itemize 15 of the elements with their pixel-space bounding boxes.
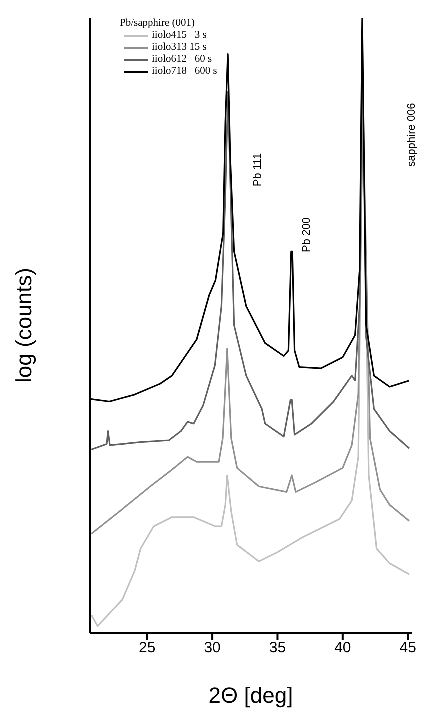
legend-label: iiolo718 600 s <box>152 66 218 78</box>
y-axis-title: log (counts) <box>12 268 36 383</box>
annotation: Pb 111 <box>252 153 264 187</box>
x-tick-label: 40 <box>334 640 352 657</box>
annotation: sapphire 006 <box>406 103 418 167</box>
x-tick-label: 45 <box>400 640 416 657</box>
x-axis-title: 2Θ [deg] <box>208 683 294 708</box>
legend-title: Pb/sapphire (001) <box>120 18 196 30</box>
annotation: Pb 200 <box>301 218 313 252</box>
x-tick-label: 30 <box>204 640 221 657</box>
x-tick-label: 35 <box>269 640 286 657</box>
legend-label: iiolo612 60 s <box>152 54 212 66</box>
legend-label: iiolo313 15 s <box>152 42 207 54</box>
x-tick-label: 25 <box>139 640 156 657</box>
legend-label: iiolo415 3 s <box>152 30 207 42</box>
